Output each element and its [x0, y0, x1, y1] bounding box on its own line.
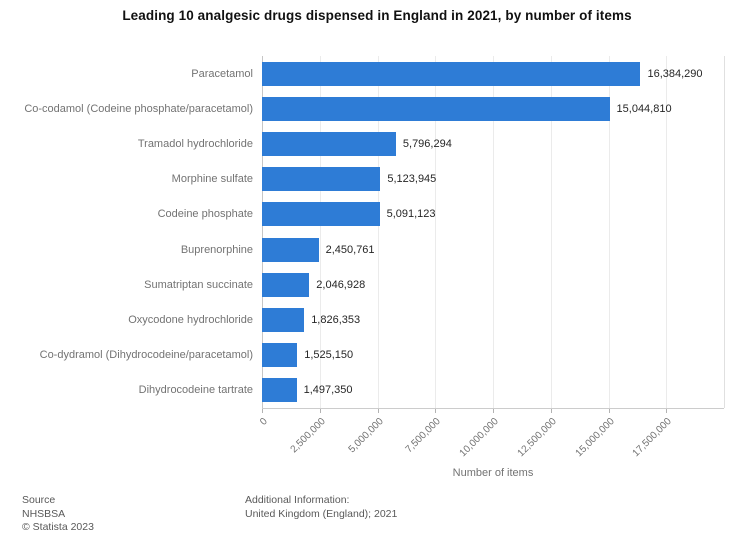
- tick-label: 0: [258, 416, 270, 428]
- plot-gridlines: [262, 56, 725, 408]
- additional-info-text: United Kingdom (England); 2021: [245, 507, 398, 520]
- category-label: Morphine sulfate: [171, 173, 253, 186]
- bar-track: 16,384,290: [262, 56, 724, 91]
- chart-row: Buprenorphine 2,450,761: [0, 232, 754, 267]
- bar: [262, 343, 298, 368]
- gridline: [666, 56, 668, 408]
- source-label: Source: [22, 494, 56, 506]
- bar: [262, 96, 610, 121]
- bar: [262, 272, 310, 297]
- gridline: [608, 56, 610, 408]
- tick-mark: [550, 409, 552, 413]
- bar: [262, 237, 319, 262]
- chart-row: Sumatriptan succinate 2,046,928: [0, 267, 754, 302]
- bar-track: 1,826,353: [262, 302, 724, 337]
- bar-track: 2,046,928: [262, 267, 724, 302]
- tick-mark: [608, 409, 610, 413]
- value-label: 2,450,761: [325, 243, 375, 256]
- bar: [262, 167, 381, 192]
- plot-right-border: [724, 56, 725, 408]
- chart-row: Co-codamol (Codeine phosphate/paracetamo…: [0, 91, 754, 126]
- value-label: 16,384,290: [647, 67, 703, 80]
- value-label: 5,091,123: [386, 208, 436, 221]
- category-label: Dihydrocodeine tartrate: [138, 384, 253, 397]
- category-label: Oxycodone hydrochloride: [128, 313, 253, 326]
- y-axis-line: [262, 56, 263, 408]
- source-name: NHSBSA: [22, 507, 66, 520]
- chart-rows: Paracetamol 16,384,290 Co-codamol (Codeine…: [0, 56, 754, 408]
- chart-row: Co-dydramol (Dihydrocodeine/paracetamol)…: [0, 338, 754, 373]
- gridline: [435, 56, 437, 408]
- chart-row: Paracetamol 16,384,290: [0, 56, 754, 91]
- category-label: Co-codamol (Codeine phosphate/paracetamo…: [24, 102, 253, 115]
- source-block: Source NHSBSA © Statista 2023: [22, 494, 94, 535]
- chart-row: Dihydrocodeine tartrate 1,497,350: [0, 373, 754, 408]
- category-label: Paracetamol: [191, 67, 253, 80]
- tick-mark: [493, 409, 494, 413]
- value-label: 5,123,945: [387, 173, 437, 186]
- additional-info-label: Additional Information:: [245, 494, 350, 506]
- bar-track: 1,525,150: [262, 338, 724, 373]
- gridline: [319, 56, 321, 408]
- gridline: [377, 56, 379, 408]
- chart-row: Codeine phosphate 5,091,123: [0, 197, 754, 232]
- value-label: 1,826,353: [311, 313, 361, 326]
- chart-row: Oxycodone hydrochloride 1,826,353: [0, 302, 754, 337]
- category-label: Sumatriptan succinate: [144, 278, 253, 291]
- bar: [262, 307, 305, 332]
- chart-row: Morphine sulfate 5,123,945: [0, 162, 754, 197]
- tick-mark: [377, 409, 379, 413]
- bar-track: 2,450,761: [262, 232, 724, 267]
- gridline: [493, 56, 494, 408]
- value-label: 1,497,350: [303, 384, 353, 397]
- value-label: 15,044,810: [616, 102, 672, 115]
- bar-track: 15,044,810: [262, 91, 724, 126]
- bar: [262, 131, 396, 156]
- additional-info-block: Additional Information: United Kingdom (…: [245, 494, 397, 521]
- bar: [262, 61, 641, 86]
- tick-mark: [666, 409, 668, 413]
- value-label: 1,525,150: [304, 349, 354, 362]
- value-label: 5,796,294: [402, 137, 452, 150]
- bar: [262, 202, 380, 227]
- bar-track: 5,123,945: [262, 162, 724, 197]
- bar-track: 5,091,123: [262, 197, 724, 232]
- gridline: [550, 56, 552, 408]
- bar: [262, 378, 297, 403]
- copyright-notice: © Statista 2023: [22, 521, 94, 533]
- bar-track: 5,796,294: [262, 126, 724, 161]
- chart-title: Leading 10 analgesic drugs dispensed in …: [122, 8, 632, 23]
- category-label: Co-dydramol (Dihydrocodeine/paracetamol): [39, 349, 253, 362]
- value-label: 2,046,928: [316, 278, 366, 291]
- x-axis-title: Number of items: [452, 467, 534, 479]
- bar-track: 1,497,350: [262, 373, 724, 408]
- x-axis: 0 2,500,000 5,000,000 7,500,000 10,000,000 12…: [258, 408, 724, 487]
- tick-mark: [319, 409, 321, 413]
- category-label: Codeine phosphate: [157, 208, 253, 221]
- category-label: Tramadol hydrochloride: [137, 137, 253, 150]
- chart-row: Tramadol hydrochloride 5,796,294: [0, 126, 754, 161]
- category-label: Buprenorphine: [180, 243, 253, 256]
- tick-mark: [435, 409, 437, 413]
- tick-mark: [262, 409, 263, 413]
